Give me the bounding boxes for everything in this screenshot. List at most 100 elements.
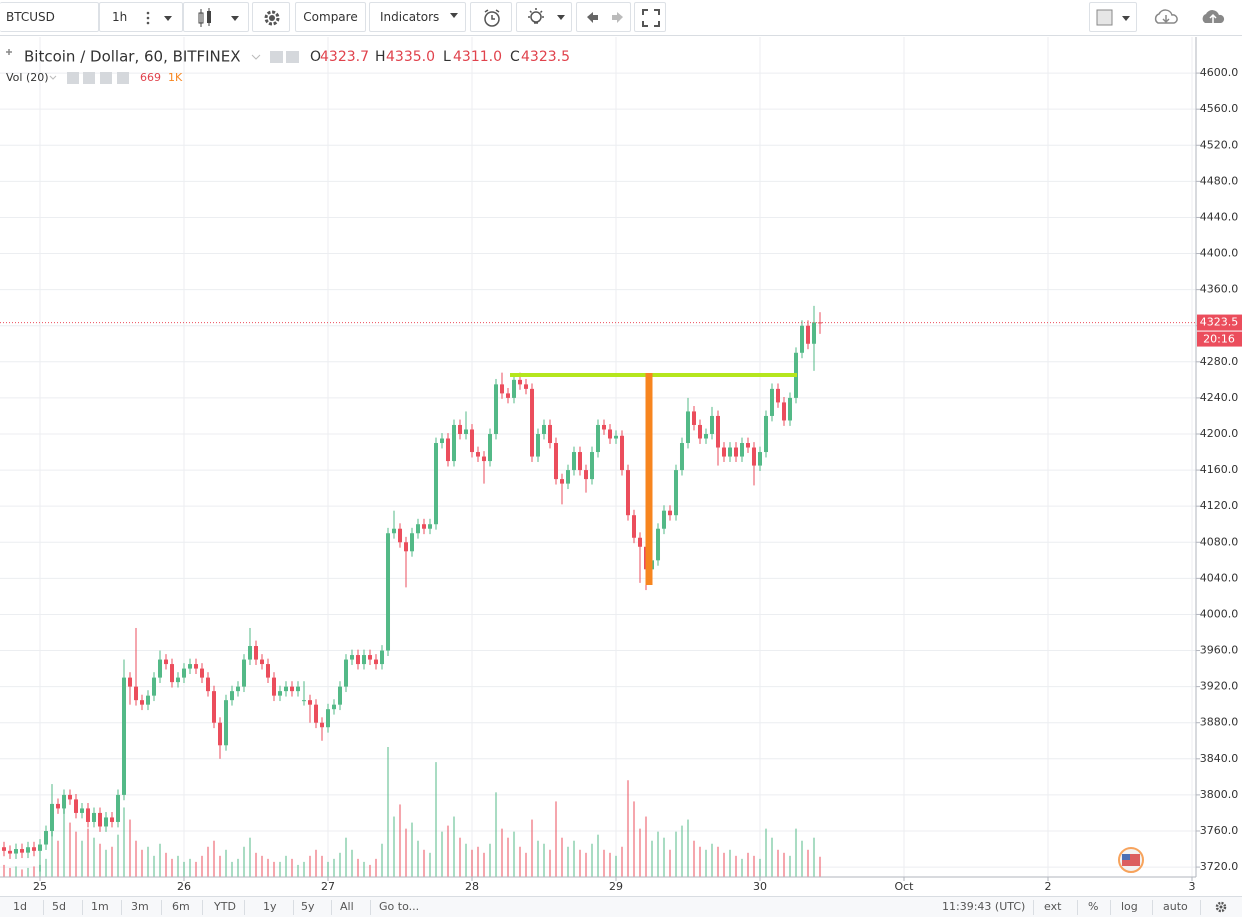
y-tick-label: 4080.0 [1200,535,1239,548]
chart-style-button[interactable] [183,2,249,32]
volume-bar [650,840,653,877]
candle-body [692,411,697,425]
legend-icon[interactable] [67,72,79,84]
volume-bar [3,864,6,877]
legend-key: H [375,49,386,65]
candle-body [721,447,726,457]
volume-bar [801,840,804,877]
candle-body [193,664,198,669]
legend-icon[interactable] [286,51,299,63]
range-button[interactable]: 1m [91,900,109,913]
range-button[interactable]: 5d [52,900,66,913]
goto-button[interactable]: Go to... [379,900,420,913]
load-button[interactable] [1145,2,1190,32]
volume-bar [489,843,492,877]
settings-button[interactable] [252,2,290,32]
volume-bar [680,825,683,877]
symbol-search[interactable]: BTCUSD [0,2,99,32]
candle-body [337,686,342,705]
range-button[interactable]: 5y [301,900,315,913]
scale-option[interactable]: % [1088,900,1099,913]
save-button[interactable] [1192,2,1240,32]
legend-icon[interactable] [100,72,112,84]
candle-body [103,817,108,827]
candle-body [728,447,733,457]
candle-body [260,659,265,665]
volume-bar [783,852,786,877]
legend-icon[interactable] [270,51,283,63]
indicators-button[interactable]: Indicators [369,2,466,32]
candle-body [679,443,684,471]
undo-redo[interactable] [576,2,631,32]
candle-body [517,379,522,385]
volume-bar [248,837,251,877]
volume-bar [104,849,107,877]
volume-bar [819,856,822,877]
candle-body [445,438,450,462]
volume-bar [122,807,125,877]
range-button[interactable]: 1d [13,900,27,913]
scale-option[interactable]: ext [1044,900,1062,913]
last-price-tag [1197,314,1242,331]
candle-body [409,533,414,552]
volume-bar [752,855,755,877]
range-button[interactable]: YTD [214,900,236,913]
candle-body [200,668,205,678]
candle-body [283,686,288,692]
candle-body [530,388,535,457]
legend-icon[interactable] [83,72,95,84]
candle-body [553,443,558,480]
candle-body [308,700,313,705]
gear-icon [264,10,280,26]
volume-bar [207,846,210,877]
volume-bar [261,855,264,877]
separator [1110,900,1111,915]
volume-bar [441,831,444,877]
interval-button[interactable]: 1h [99,2,183,32]
range-button[interactable]: All [340,900,354,913]
y-tick-label: 3920.0 [1200,680,1239,693]
candle-body [775,388,780,403]
volume-bar [140,849,143,877]
y-tick-label: 4480.0 [1200,174,1239,187]
candle-body [751,447,756,466]
volume-bar [543,843,546,877]
candle-body [2,847,7,851]
separator [202,900,203,915]
range-button[interactable]: 1y [263,900,277,913]
legend-value: 4323.7 [320,49,369,65]
collapse-icon [6,49,12,55]
candle-body [800,325,805,353]
indicators-label[interactable]: Indicators [380,10,440,24]
countdown-label: 20:16 [1203,333,1235,346]
x-tick-label: Oct [894,880,914,893]
candle-body [811,322,816,344]
range-button[interactable]: 6m [172,900,190,913]
fullscreen-button[interactable] [634,2,666,32]
scale-option[interactable]: auto [1163,900,1188,913]
interval-label[interactable]: 1h [112,10,128,24]
countdown-tag [1197,331,1242,347]
range-button[interactable]: 3m [131,900,149,913]
candle-body [548,424,553,444]
legend-icon[interactable] [117,72,129,84]
alert-button[interactable] [470,2,512,32]
volume-bar [153,855,156,877]
volume-bar [93,837,96,877]
y-tick-label: 4360.0 [1200,283,1239,296]
candle-body [416,524,421,534]
candle-body [206,677,211,692]
volume-bar [129,819,132,877]
scale-option[interactable]: log [1121,900,1138,913]
candle-body [362,655,367,665]
axes: 3720.0 3760.0 3800.0 3840.0 3880.0 3920.0 3960… [0,37,1242,896]
candle-body [211,691,216,723]
ideas-button[interactable] [516,2,572,32]
volume-bar [572,840,575,877]
compare-button[interactable]: Compare [295,2,366,32]
layout-button[interactable] [1089,2,1137,32]
volume-bar [75,831,78,877]
separator [1033,900,1034,915]
settings-icon[interactable] [1214,900,1228,914]
candle-body [404,542,409,552]
